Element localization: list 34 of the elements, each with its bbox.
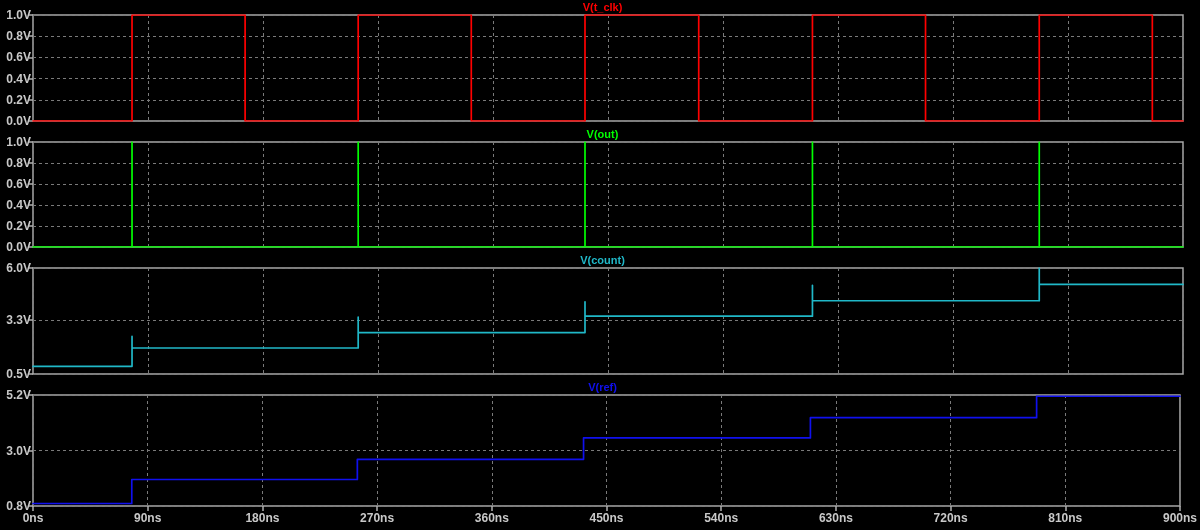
y-tick-label: 6.0V (6, 261, 31, 275)
y-tick-label: 0.8V (6, 499, 31, 513)
x-tick-label: 900ns (1162, 511, 1198, 525)
x-tick-label: 630ns (818, 511, 854, 525)
x-tick-label: 810ns (1048, 511, 1083, 525)
y-tick-label: 0.4V (6, 71, 31, 86)
y-tick-label: 0.6V (6, 50, 31, 65)
y-tick-label: 0.6V (6, 177, 31, 191)
y-tick-label: 3.3V (6, 313, 31, 328)
y-tick-label: 1.0V (6, 135, 31, 149)
y-tick-label: 0.8V (6, 29, 31, 44)
x-tick-label: 90ns (134, 511, 162, 525)
y-tick-label: 0.0V (6, 114, 31, 128)
x-tick-label: 0ns (22, 511, 44, 525)
x-tick-label: 450ns (589, 511, 624, 525)
y-tick-label: 1.0V (6, 8, 31, 22)
text: V(count) (580, 253, 626, 266)
series-label: V(out) (586, 127, 619, 140)
text: V(ref) (588, 380, 618, 393)
x-tick-label: 540ns (704, 511, 739, 525)
y-tick-label: 0.2V (6, 219, 31, 233)
x-tick-label: 180ns (245, 511, 280, 525)
y-tick-label: 3.0V (6, 443, 31, 458)
series-label: V(t_clk) (582, 0, 623, 13)
y-tick-label: 0.0V (6, 240, 31, 254)
x-tick-label: 270ns (360, 511, 395, 525)
y-tick-label: 0.8V (6, 156, 31, 170)
x-tick-label: 720ns (933, 511, 968, 525)
line-series (32, 267, 1184, 368)
y-tick-label: 0.2V (6, 92, 31, 107)
y-tick-label: 0.5V (6, 367, 31, 381)
y-tick-label: 5.2V (6, 388, 31, 402)
y-tick-label: 0.4V (6, 198, 31, 212)
x-tick-label: 360ns (474, 511, 510, 525)
